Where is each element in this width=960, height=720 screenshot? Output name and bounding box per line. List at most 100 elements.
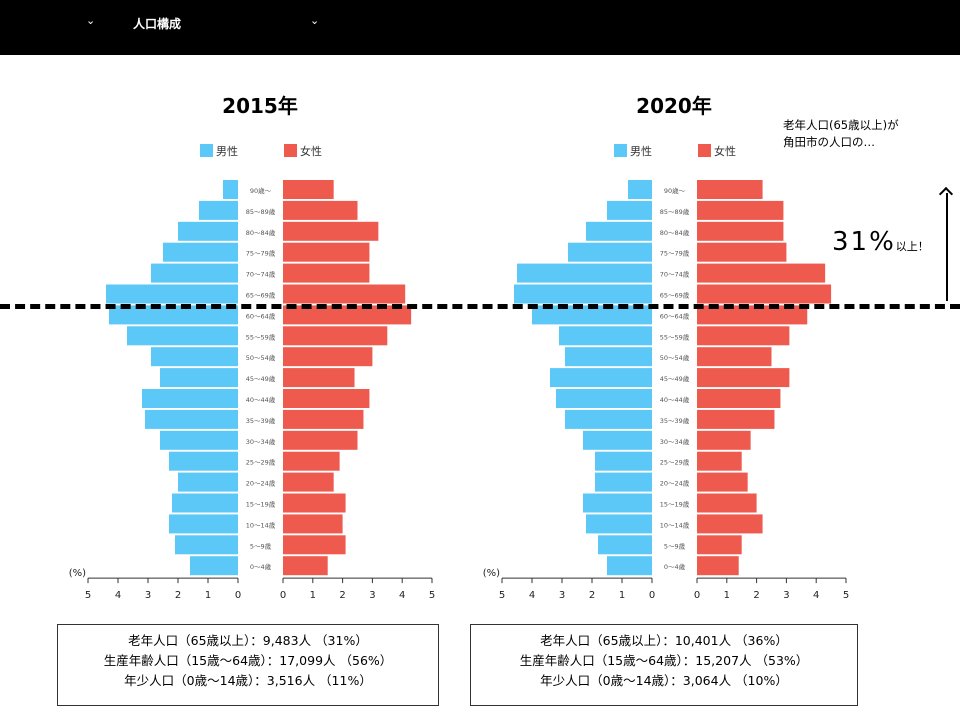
chart-legend: 女性 — [284, 143, 322, 159]
male-bar — [175, 535, 238, 555]
age-group-label: 75～79歳 — [246, 249, 276, 258]
menu-label-population[interactable]: 人口構成 — [133, 17, 182, 31]
threshold-dashed-line — [0, 304, 960, 309]
female-bar — [697, 389, 781, 408]
x-tick-label: 4 — [115, 590, 121, 601]
male-bar — [178, 221, 238, 241]
male-bar — [514, 284, 652, 304]
female-bar — [697, 180, 763, 199]
x-tick-label: 1 — [619, 590, 625, 601]
x-tick-label: 1 — [724, 590, 730, 601]
age-group-label: 75～79歳 — [660, 249, 690, 258]
legend-label-female: 女性 — [300, 145, 322, 158]
female-bar — [697, 347, 772, 367]
male-bar — [169, 451, 238, 471]
male-bar — [532, 305, 652, 325]
summary-working-age: 生産年齢人口（15歳～64歳）：17,099人 （56%） — [103, 653, 393, 668]
chart-legend: 女性 — [698, 143, 736, 159]
male-bar — [151, 263, 238, 283]
male-bar — [583, 493, 652, 513]
female-bar — [697, 200, 784, 220]
female-bar — [283, 263, 370, 283]
male-bar — [565, 347, 652, 367]
x-tick-label: 5 — [843, 590, 849, 601]
legend-label-male: 男性 — [216, 145, 238, 158]
female-bar — [697, 535, 742, 555]
female-bar — [697, 514, 763, 534]
age-group-label: 40～44歳 — [246, 395, 276, 404]
female-bar — [697, 493, 757, 513]
age-group-label: 50～54歳 — [246, 353, 276, 362]
pyramid-plot: 90歳～ 85～89歳 80～84歳 75～79歳 70～74歳 65～69歳 60～64歳… — [483, 180, 849, 601]
female-bar — [697, 472, 748, 492]
male-bar — [172, 493, 238, 513]
age-group-label: 70～74歳 — [660, 270, 690, 279]
summary-youth: 年少人口（0歳～14歳）：3,516人 （11%） — [124, 673, 372, 688]
axis-unit-label: (%) — [69, 568, 86, 579]
legend-swatch-female — [284, 144, 297, 157]
population-pyramid-2020: 2020年 男性 女性 90歳～ 85～89歳 80～84歳 75～79歳 70～74歳… — [454, 80, 894, 610]
male-bar — [169, 514, 238, 534]
female-bar — [697, 284, 832, 304]
male-bar — [106, 284, 238, 304]
x-tick-label: 3 — [559, 590, 565, 601]
male-bar — [583, 430, 652, 450]
female-bar — [283, 389, 370, 408]
x-tick-label: 0 — [235, 590, 241, 601]
annotation-text: 老年人口(65歳以上)が 角田市の人口の… — [783, 117, 899, 151]
pyramid-plot: 90歳～ 85～89歳 80～84歳 75～79歳 70～74歳 65～69歳 60～64歳… — [69, 180, 435, 601]
legend-swatch-female — [698, 144, 711, 157]
male-bar — [559, 326, 652, 346]
female-bar — [283, 430, 358, 450]
age-group-label: 20～24歳 — [660, 479, 690, 488]
female-bar — [697, 305, 808, 325]
summary-working-age: 生産年齢人口（15歳～64歳）：15,207人 （53%） — [519, 653, 809, 668]
x-tick-label: 2 — [339, 590, 345, 601]
age-group-label: 55～59歳 — [246, 332, 276, 341]
male-bar — [607, 200, 652, 220]
male-bar — [142, 389, 238, 408]
annotation-percentage: 31%以上！ — [832, 227, 929, 257]
male-bar — [598, 535, 652, 555]
age-group-label: 5～9歳 — [250, 541, 272, 550]
age-group-label: 0～4歳 — [250, 562, 272, 571]
male-bar — [145, 409, 238, 429]
male-bar — [160, 430, 238, 450]
age-group-label: 80～84歳 — [660, 228, 690, 237]
x-tick-label: 3 — [783, 590, 789, 601]
female-bar — [697, 242, 787, 262]
x-tick-label: 5 — [499, 590, 505, 601]
female-bar — [697, 556, 739, 576]
male-bar — [199, 200, 238, 220]
age-group-label: 65～69歳 — [660, 291, 690, 300]
age-group-label: 5～9歳 — [664, 541, 686, 550]
summary-elderly: 老年人口（65歳以上）：10,401人 （36%） — [540, 633, 788, 648]
female-bar — [697, 221, 784, 241]
age-group-label: 90歳～ — [250, 186, 272, 195]
chevron-down-icon[interactable]: ⌄ — [86, 14, 96, 27]
female-bar — [283, 368, 355, 388]
x-tick-label: 2 — [753, 590, 759, 601]
x-tick-label: 0 — [649, 590, 655, 601]
x-tick-label: 4 — [529, 590, 535, 601]
male-bar — [151, 347, 238, 367]
male-bar — [628, 180, 652, 199]
female-bar — [283, 242, 370, 262]
x-tick-label: 2 — [589, 590, 595, 601]
summary-elderly: 老年人口（65歳以上）：9,483人 （31%） — [128, 633, 368, 648]
population-summary-2015: 老年人口（65歳以上）：9,483人 （31%） 生産年齢人口（15歳～64歳）… — [57, 624, 439, 706]
male-bar — [607, 556, 652, 576]
population-summary-2020: 老年人口（65歳以上）：10,401人 （36%） 生産年齢人口（15歳～64歳… — [470, 624, 858, 706]
age-group-label: 45～49歳 — [660, 374, 690, 383]
female-bar — [283, 535, 346, 555]
age-group-label: 60～64歳 — [660, 311, 690, 320]
x-tick-label: 3 — [369, 590, 375, 601]
female-bar — [283, 514, 343, 534]
chevron-down-icon[interactable]: ⌄ — [310, 14, 320, 27]
female-bar — [283, 347, 373, 367]
age-group-label: 35～39歳 — [660, 416, 690, 425]
age-group-label: 70～74歳 — [246, 270, 276, 279]
male-bar — [550, 368, 652, 388]
male-bar — [109, 305, 238, 325]
female-bar — [283, 221, 379, 241]
